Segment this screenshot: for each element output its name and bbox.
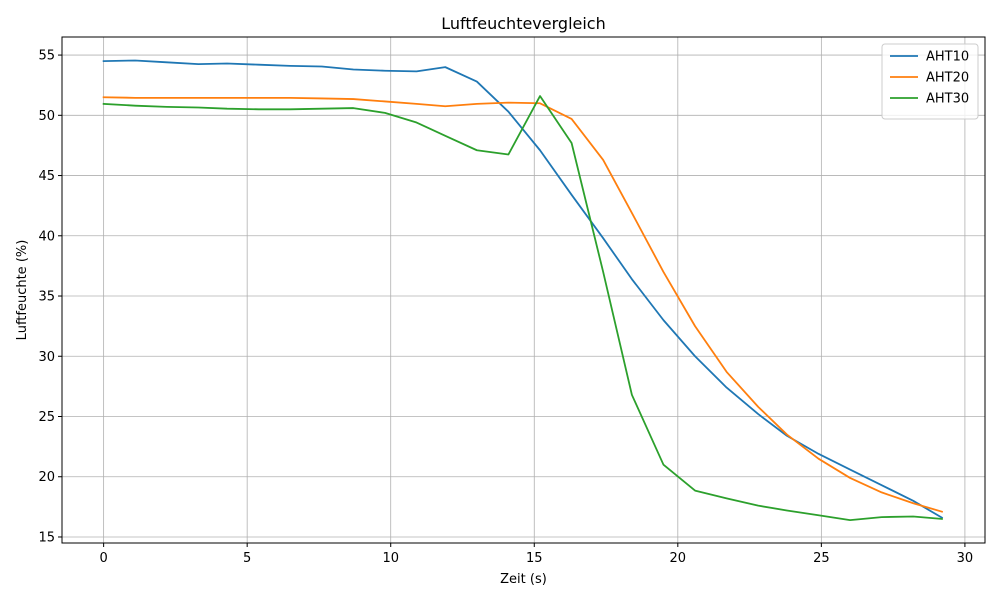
series-line-aht20: [102, 96, 944, 513]
y-tick-label: 15: [38, 530, 55, 545]
y-tick-label: 30: [38, 350, 55, 365]
x-tick-label: 5: [243, 551, 251, 566]
x-tick-label: 15: [526, 551, 543, 566]
y-tick-label: 35: [38, 290, 55, 305]
x-tick-label: 25: [813, 551, 830, 566]
y-tick-label: 55: [38, 49, 55, 64]
series-lines: [102, 59, 944, 522]
axis-ticks: 0 5 10 15 20 25 30 15 20 25 30 35 40 45 50 55: [38, 49, 973, 566]
x-tick-label: 0: [99, 551, 107, 566]
x-axis-label: Zeit (s): [500, 572, 547, 587]
y-tick-label: 25: [38, 410, 55, 425]
y-tick-label: 40: [38, 229, 55, 244]
y-tick-label: 20: [38, 470, 55, 485]
y-tick-label: 45: [38, 169, 55, 184]
plot-frame: [61, 36, 986, 544]
x-tick-label: 20: [670, 551, 687, 566]
x-tick-label: 10: [382, 551, 399, 566]
y-axis-label: Luftfeuchte (%): [15, 240, 30, 341]
legend: AHT10 AHT20 AHT30: [881, 43, 979, 120]
series-line-aht10: [102, 59, 944, 519]
chart-title: Luftfeuchtevergleich: [441, 14, 606, 33]
legend-label-aht20: AHT20: [926, 71, 969, 86]
y-tick-label: 50: [38, 109, 55, 124]
x-tick-label: 30: [957, 551, 974, 566]
legend-label-aht10: AHT10: [926, 50, 969, 65]
legend-label-aht30: AHT30: [926, 92, 969, 107]
legend-box: [881, 43, 979, 120]
series-line-aht30: [102, 95, 943, 522]
grid-lines: [62, 37, 985, 543]
